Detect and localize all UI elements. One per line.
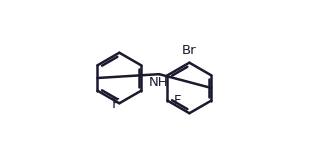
Text: F: F xyxy=(173,94,181,107)
Text: Br: Br xyxy=(181,44,196,56)
Text: NH: NH xyxy=(149,76,168,89)
Text: F: F xyxy=(111,97,120,111)
